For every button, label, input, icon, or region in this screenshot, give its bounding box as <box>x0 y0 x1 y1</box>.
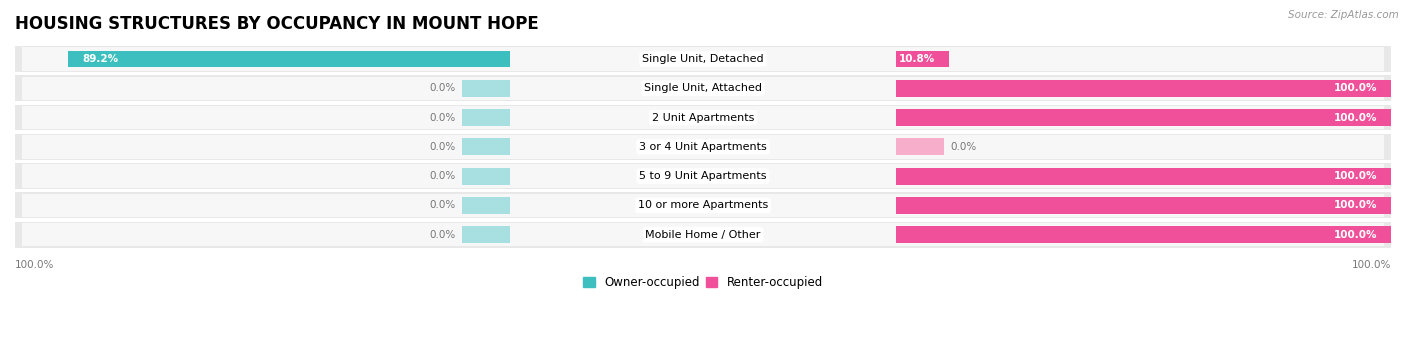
Text: 100.0%: 100.0% <box>1334 83 1378 93</box>
Text: 100.0%: 100.0% <box>15 260 55 269</box>
Bar <box>463 80 510 97</box>
Text: 100.0%: 100.0% <box>1334 113 1378 122</box>
Text: 2 Unit Apartments: 2 Unit Apartments <box>652 113 754 122</box>
Text: 0.0%: 0.0% <box>429 113 456 122</box>
Text: 5 to 9 Unit Apartments: 5 to 9 Unit Apartments <box>640 171 766 181</box>
Bar <box>896 109 1391 126</box>
Text: 100.0%: 100.0% <box>1351 260 1391 269</box>
Bar <box>22 106 1384 129</box>
Bar <box>896 168 1391 184</box>
Bar <box>22 223 1384 246</box>
Bar <box>15 192 1391 218</box>
Bar <box>15 134 1391 160</box>
Bar <box>22 164 1384 188</box>
Bar <box>896 197 1391 214</box>
Text: 0.0%: 0.0% <box>429 229 456 240</box>
Text: 0.0%: 0.0% <box>429 201 456 210</box>
Text: Mobile Home / Other: Mobile Home / Other <box>645 229 761 240</box>
Text: Single Unit, Detached: Single Unit, Detached <box>643 54 763 64</box>
Bar <box>896 50 949 68</box>
Bar <box>22 194 1384 217</box>
Bar <box>15 163 1391 189</box>
Bar <box>896 80 1391 97</box>
Bar <box>896 138 943 155</box>
Text: 100.0%: 100.0% <box>1334 229 1378 240</box>
Text: 10.8%: 10.8% <box>898 54 935 64</box>
Legend: Owner-occupied, Renter-occupied: Owner-occupied, Renter-occupied <box>578 272 828 294</box>
Bar <box>463 197 510 214</box>
Text: 0.0%: 0.0% <box>429 171 456 181</box>
Bar <box>22 47 1384 71</box>
Bar <box>463 168 510 184</box>
Text: Single Unit, Attached: Single Unit, Attached <box>644 83 762 93</box>
Bar <box>15 46 1391 72</box>
Text: 10 or more Apartments: 10 or more Apartments <box>638 201 768 210</box>
Text: 3 or 4 Unit Apartments: 3 or 4 Unit Apartments <box>640 142 766 152</box>
Text: 100.0%: 100.0% <box>1334 201 1378 210</box>
Bar <box>15 105 1391 130</box>
Text: 89.2%: 89.2% <box>83 54 118 64</box>
Text: 100.0%: 100.0% <box>1334 171 1378 181</box>
Text: 0.0%: 0.0% <box>429 83 456 93</box>
Text: Source: ZipAtlas.com: Source: ZipAtlas.com <box>1288 10 1399 20</box>
Bar <box>15 222 1391 248</box>
Text: 0.0%: 0.0% <box>950 142 977 152</box>
Bar <box>69 50 510 68</box>
Bar <box>463 109 510 126</box>
Bar <box>22 135 1384 159</box>
Bar <box>15 75 1391 101</box>
Text: HOUSING STRUCTURES BY OCCUPANCY IN MOUNT HOPE: HOUSING STRUCTURES BY OCCUPANCY IN MOUNT… <box>15 15 538 33</box>
Bar <box>896 226 1391 243</box>
Bar <box>463 138 510 155</box>
Bar <box>463 226 510 243</box>
Text: 0.0%: 0.0% <box>429 142 456 152</box>
Bar <box>22 77 1384 100</box>
